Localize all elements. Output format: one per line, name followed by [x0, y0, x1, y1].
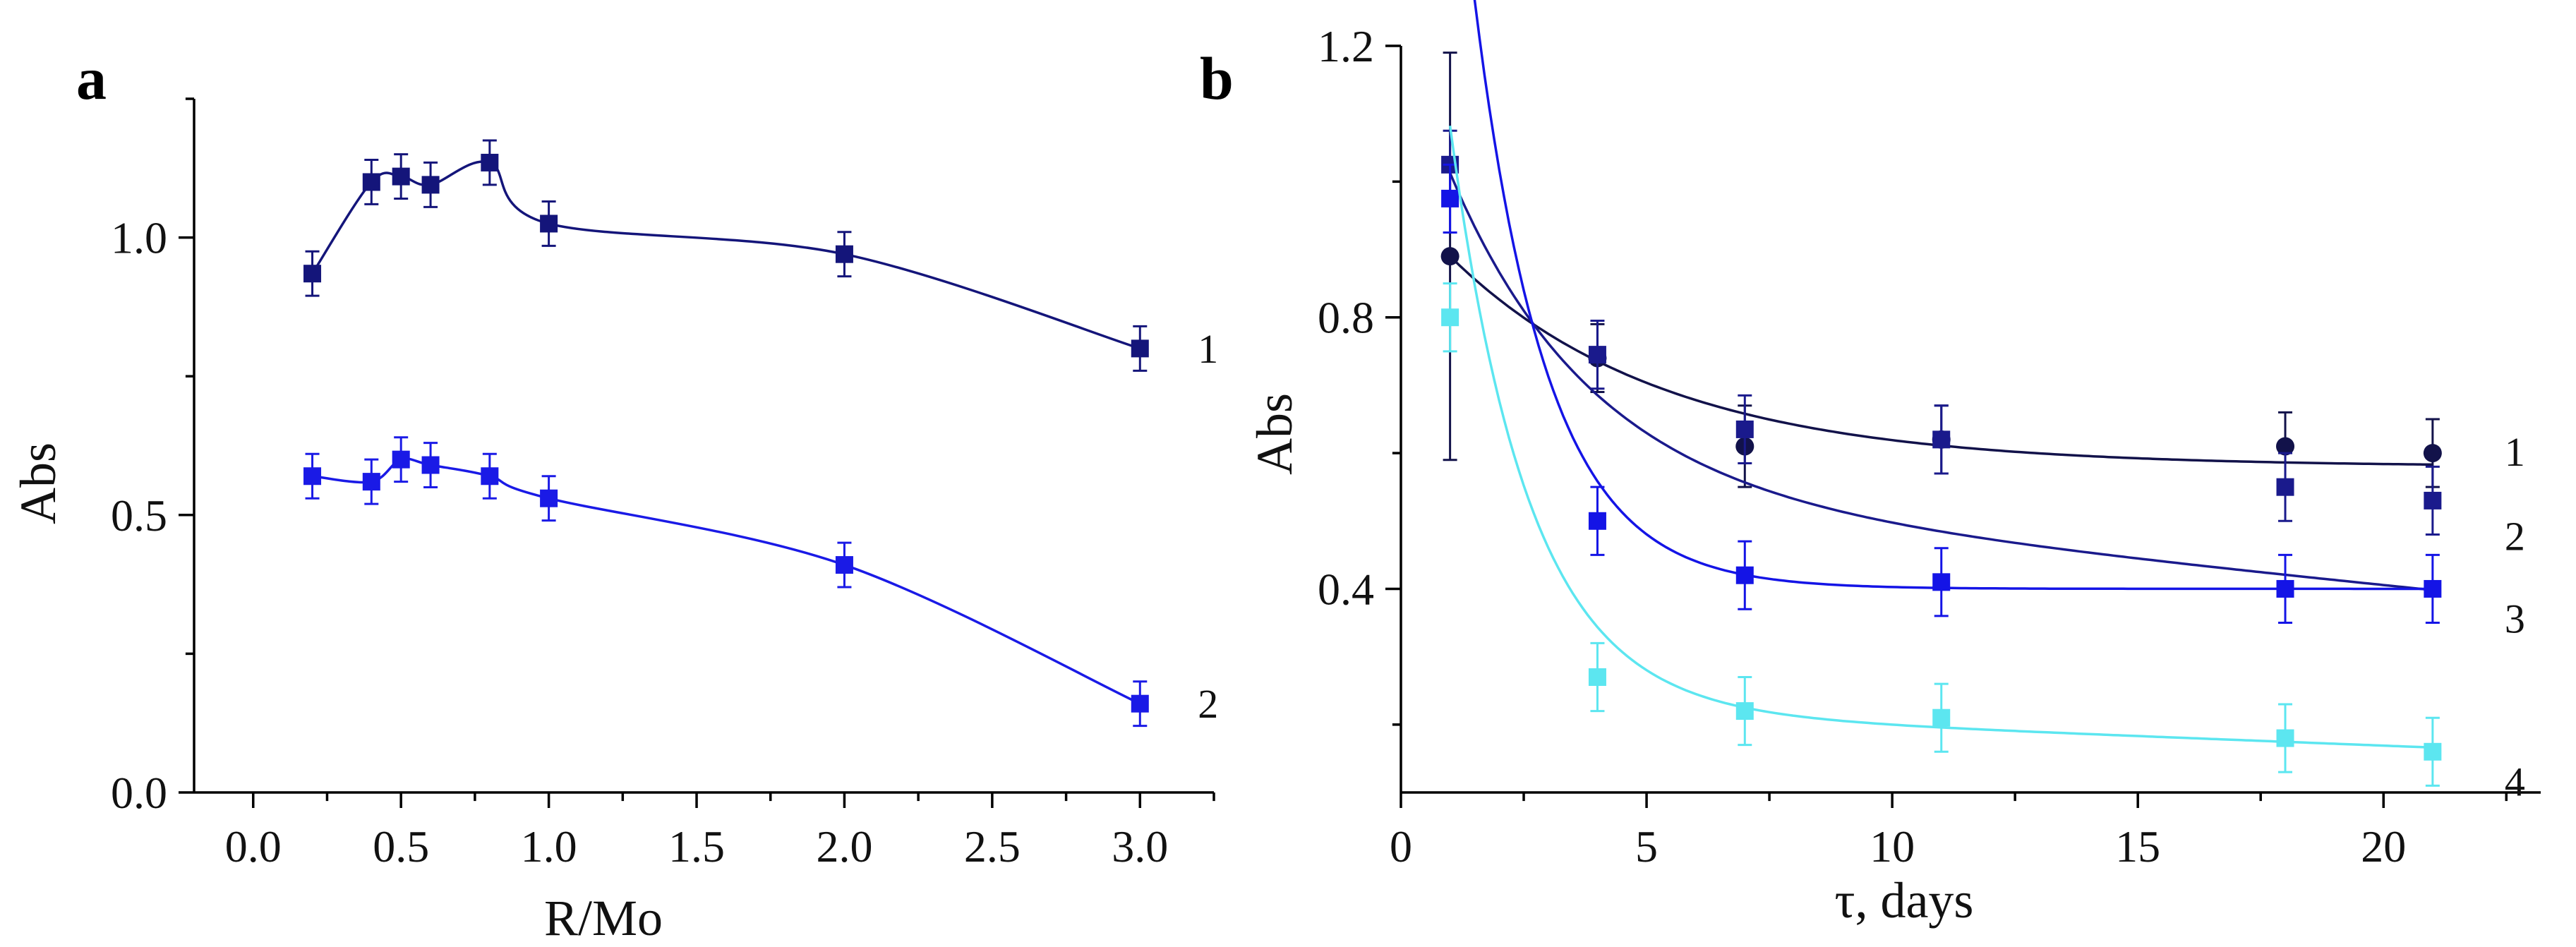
panel-b-y-tick-label: 0.8 [1318, 293, 1374, 343]
panel-b-x-tick-label: 5 [1635, 821, 1658, 871]
panel-b-data-point [2423, 444, 2442, 463]
panel-a-data-point [540, 215, 558, 233]
panel-a-ticks: 0.0 0.5 1.0 1.5 2.0 2.5 3.0 0.0 0.5 1.0 [111, 97, 1215, 871]
panel-b-x-tick-label: 20 [2361, 821, 2406, 871]
panel-b-series-4: 4 [1441, 126, 2525, 804]
panel-b-data-point [1441, 308, 1459, 327]
panel-a-series-label-1: 1 [1198, 326, 1218, 372]
panel-a-data-point [362, 473, 380, 491]
panel-b-x-axis-title: τ, days [1835, 872, 1974, 929]
panel-b-series-2: 2 [1441, 129, 2525, 591]
panel-a-data-point [835, 245, 853, 263]
panel-a-data-point [303, 265, 322, 283]
panel-a-fit-line-2 [312, 457, 1141, 705]
panel-a-y-axis-title: Abs [10, 442, 66, 524]
panel-b-series-3: 3 [1441, 0, 2525, 641]
panel-b-data-point [2424, 579, 2442, 598]
panel-b-data-point [1735, 566, 1754, 584]
panel-a-series-1: 1 [303, 139, 1218, 372]
panel-b-data-point [1588, 668, 1606, 686]
panel-b-series-label-2: 2 [2505, 513, 2525, 559]
panel-b-x-tick-label: 0 [1390, 821, 1412, 871]
panel-b-axes [1400, 46, 2541, 794]
panel-b-data-point [2276, 579, 2294, 598]
panel-a-y-tick-label: 1.0 [111, 213, 167, 263]
panel-b-series-label-3: 3 [2505, 596, 2525, 641]
panel-a-data-point [540, 489, 558, 507]
panel-a-data-point [392, 167, 410, 186]
panel-a-data-point [1131, 694, 1149, 713]
panel-a-x-tick-label: 0.0 [225, 821, 282, 871]
chart-panel-a: 0.0 0.5 1.0 1.5 2.0 2.5 3.00.00.51.0 12 R/Mo A… [10, 97, 1218, 946]
panel-b-series-1: 1 [1440, 52, 2525, 488]
panel-a-fit-line-1 [311, 160, 1140, 350]
panel-a-data-point [303, 467, 322, 485]
chart-panel-b: 0 5 10 15 20 0.4 0.8 1.2 1 2 3 4 τ, days Abs [1246, 0, 2541, 929]
panel-b-data-point [1735, 702, 1754, 720]
panel-b-x-tick-label: 10 [1870, 821, 1915, 871]
panel-b-fit-line-2 [1448, 172, 2433, 591]
panel-a-data-point [481, 467, 499, 485]
panel-a-series-label-2: 2 [1198, 681, 1218, 727]
panel-a-y-tick-label: 0.5 [111, 490, 167, 541]
panel-b-label: b [1200, 44, 1234, 112]
panel-b-y-tick-label: 0.4 [1318, 564, 1374, 614]
panel-b-series-label-4: 4 [2505, 759, 2525, 804]
panel-b-data-point [1441, 189, 1459, 207]
panel-a-x-axis-title: R/Mo [544, 890, 663, 946]
panel-b-data-point [2276, 478, 2294, 496]
panel-b-data-point [1735, 420, 1754, 438]
panel-b-ticks: 0 5 10 15 20 0.4 0.8 1.2 [1318, 21, 2508, 871]
panel-b-data-point [2276, 729, 2294, 747]
panel-a-y-tick-label: 0.0 [111, 768, 167, 818]
panel-a-x-tick-label: 2.5 [964, 821, 1021, 871]
panel-b-data-point [2424, 742, 2442, 761]
panel-a-label: a [76, 44, 107, 112]
panel-b-x-tick-label: 15 [2115, 821, 2160, 871]
panel-a-data-point [421, 456, 440, 474]
panel-b-data-point [1588, 346, 1606, 364]
panel-b-data-point [2424, 491, 2442, 509]
panel-b-data-point [1588, 512, 1606, 530]
panel-a-data-point [362, 173, 380, 191]
panel-a-axes [193, 99, 1214, 794]
panel-a-x-tick-label: 1.0 [521, 821, 577, 871]
panel-a-data-point [835, 556, 853, 574]
panel-a-data-point [481, 153, 499, 171]
panel-a-series-2: 2 [303, 436, 1218, 727]
panel-b-series: 1 2 3 4 [1440, 0, 2525, 804]
panel-a-x-tick-label: 0.5 [373, 821, 429, 871]
panel-b-y-tick-label: 1.2 [1318, 21, 1374, 71]
panel-b-data-point [1932, 708, 1951, 727]
panel-a-data-point [421, 176, 440, 194]
panel-b-data-point [1440, 247, 1459, 266]
panel-a-x-tick-label: 2.0 [816, 821, 872, 871]
panel-a-data-point [392, 450, 410, 469]
panel-b-y-axis-title: Abs [1246, 393, 1303, 475]
panel-a-x-tick-label: 1.5 [668, 821, 725, 871]
panel-b-data-point [1932, 573, 1951, 591]
panel-a-data-point [1131, 339, 1149, 358]
panel-b-data-point [1932, 430, 1951, 449]
panel-b-series-label-1: 1 [2505, 429, 2525, 475]
panel-a-series: 12 [303, 139, 1218, 727]
panel-b-data-point [2276, 437, 2295, 456]
panel-a-x-tick-label: 3.0 [1112, 821, 1168, 871]
